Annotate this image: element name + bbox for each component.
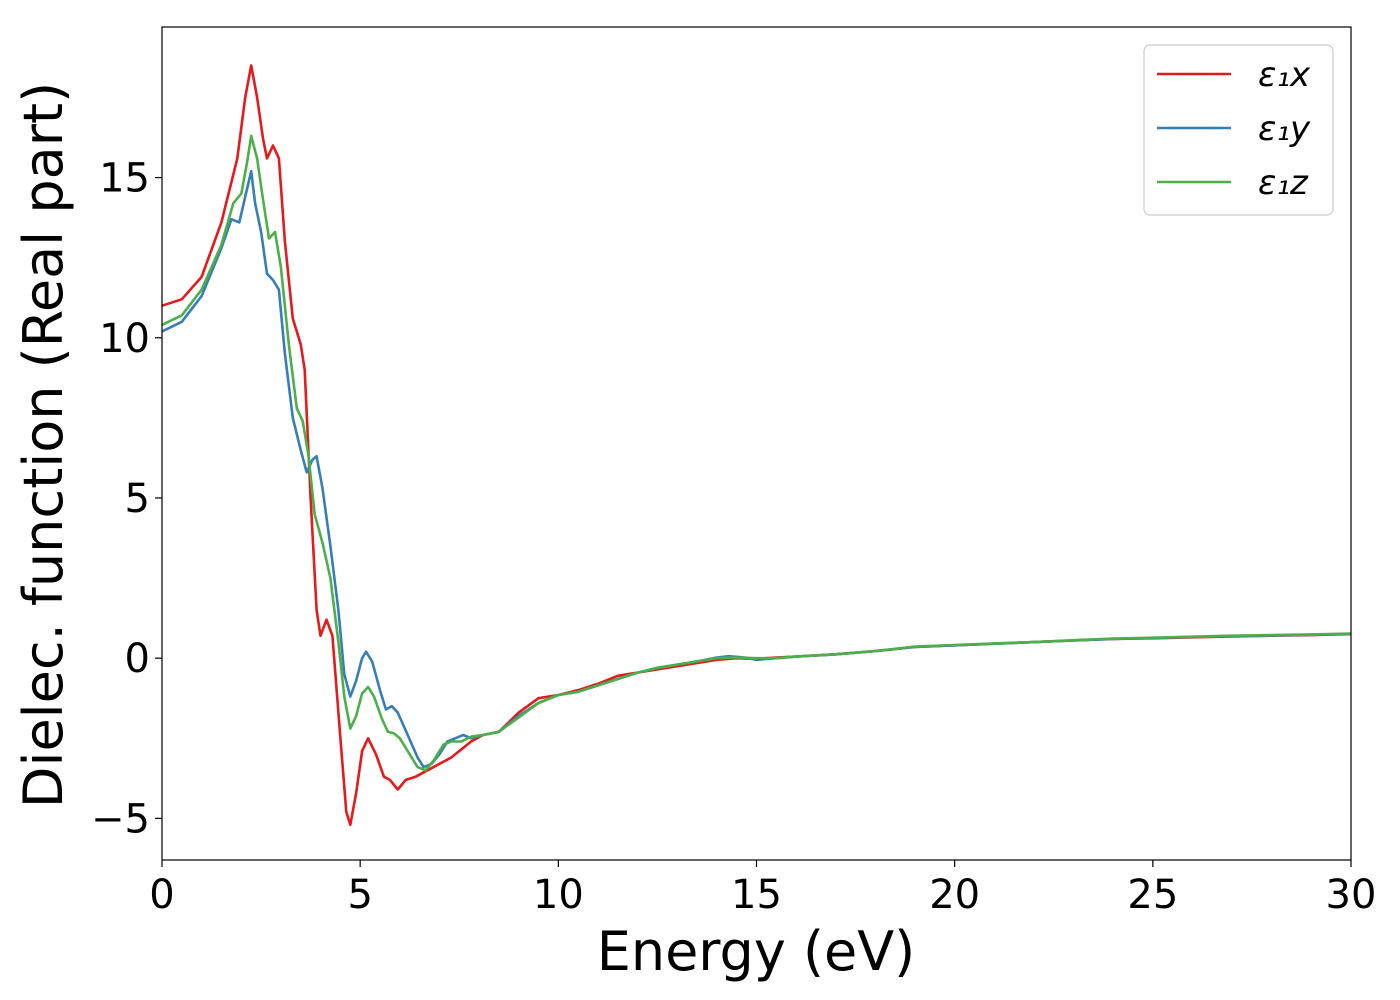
x-tick-label: 25 — [1127, 872, 1178, 918]
legend-label-2: ε₁y — [1258, 109, 1311, 149]
y-tick-label: −5 — [91, 796, 150, 842]
x-tick-label: 20 — [929, 872, 980, 918]
legend-box — [1143, 44, 1334, 216]
axis-ticks: 0 5 10 15 20 25 30 −5 0 5 10 15 — [91, 156, 1376, 918]
y-tick-label: 5 — [125, 476, 150, 522]
legend-label-3: ε₁z — [1258, 163, 1309, 203]
y-tick-label: 10 — [99, 316, 150, 362]
legend: ε₁x ε₁y ε₁z — [1143, 44, 1334, 216]
x-axis-label: Energy (eV) — [597, 920, 916, 983]
y-tick-label: 15 — [99, 156, 150, 202]
y-axis-label: Dielec. function (Real part) — [12, 82, 75, 808]
series-line-3 — [162, 134, 1351, 772]
x-tick-label: 0 — [149, 872, 174, 918]
x-tick-label: 15 — [731, 872, 782, 918]
x-tick-label: 30 — [1326, 872, 1377, 918]
x-tick-label: 10 — [533, 872, 584, 918]
x-tick-label: 5 — [347, 872, 372, 918]
y-tick-label: 0 — [125, 636, 150, 682]
legend-label-1: ε₁x — [1258, 55, 1311, 95]
series-lines — [162, 64, 1351, 827]
